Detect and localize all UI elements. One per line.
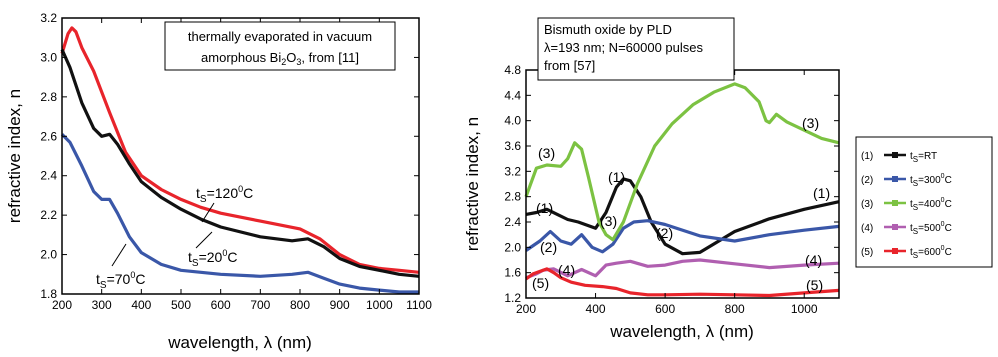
legend-number: (4) [861,223,873,234]
y-tick-label: 1.8 [40,287,57,301]
series-line-2 [525,219,840,254]
y-tick-label: 2.6 [40,129,57,143]
legend-label: tS=4000C [910,197,952,212]
legend-number: (1) [861,151,873,162]
curve-label: (1) [608,169,625,185]
x-tick-label: 600 [211,298,231,312]
y-tick-label: 1.6 [504,266,521,280]
series-line-3 [524,82,840,242]
y-tick-label: 3.2 [504,164,521,178]
left-y-axis-label: refractive index, n [5,89,24,223]
left-note-box [164,21,396,71]
curve-label: (4) [558,262,575,278]
x-tick-label: 800 [290,298,310,312]
right-y-axis-label: refractive index, n [463,117,482,251]
y-tick-label: 4.8 [504,63,521,77]
right-note-line3: from [57] [544,58,595,73]
right-x-axis-label: wavelength, λ (nm) [609,322,754,341]
legend-number: (3) [861,199,873,210]
label-t70: tS=700C [96,270,145,291]
legend-label: tS=3000C [910,173,952,188]
legend-label: tS=6000C [910,245,952,260]
series-line-3 [60,133,419,294]
y-tick-label: 4.4 [504,88,521,102]
arrow-t120 [201,202,215,223]
x-tick-label: 1000 [791,302,818,316]
curve-label: (1) [536,200,553,216]
x-tick-label: 800 [725,302,745,316]
x-tick-label: 700 [250,298,270,312]
curve-label: (4) [805,252,822,268]
legend-marker [892,152,898,158]
curve-label: (3) [600,213,617,229]
x-tick-label: 200 [516,302,536,316]
series-line-2 [60,48,420,278]
x-tick-label: 1100 [406,298,432,312]
right-note-line2: λ=193 nm; N=60000 pulses [544,40,703,55]
curve-label: (5) [532,275,549,291]
legend-marker [892,224,898,230]
left-note-line1: thermally evaporated in vacuum [188,29,372,44]
y-tick-label: 3.2 [40,11,57,25]
x-tick-label: 500 [171,298,191,312]
legend-box [855,136,993,268]
right-note-box [537,17,735,81]
y-tick-label: 2.4 [40,169,57,183]
right-note-line1: Bismuth oxide by PLD [544,22,672,37]
label-t20: tS=200C [188,248,237,269]
x-tick-label: 600 [655,302,675,316]
arrow-t70 [111,243,127,267]
legend-label: tS=RT [910,151,937,164]
curve-label: (3) [538,145,555,161]
y-tick-label: 2.8 [40,90,57,104]
legend-marker [892,248,898,254]
series-line-1 [60,26,420,274]
y-tick-label: 1.2 [504,291,521,305]
y-tick-label: 2.0 [504,240,521,254]
legend: (1) tS=RT (2) tS=3000C (3) tS=4000C (4) tS=5000… [861,151,952,260]
x-tick-label: 400 [131,298,151,312]
y-tick-label: 2.2 [40,208,57,222]
left-series-group [60,26,420,294]
curve-label: (2) [656,225,673,241]
y-tick-label: 2.0 [40,248,57,262]
left-plot-frame [61,17,420,295]
y-tick-label: 3.0 [40,50,57,64]
legend-number: (5) [861,247,873,258]
y-tick-label: 3.6 [504,139,521,153]
right-series-group [524,82,840,298]
left-x-axis-label: wavelength, λ (nm) [167,333,312,352]
x-tick-label: 300 [92,298,112,312]
series-line-5 [525,267,840,298]
y-tick-label: 2.8 [504,190,521,204]
legend-label: tS=5000C [910,221,952,236]
right-chart: 200 400 600 800 1000 1.2 1.6 2.0 2.4 2.8 3.2 3.6 4.0… [463,17,993,341]
x-tick-label: 900 [330,298,350,312]
curve-label: (2) [540,239,557,255]
legend-marker [892,176,898,182]
right-curve-labels: (1) (1) (1) (2) (2) (3) (3) (3) (4) (4) (5) (5) [532,115,830,293]
left-note-line2: amorphous Bi2O3, from [11] [201,50,359,67]
left-ticks: 200 300 400 500 600 700 800 900 1000 1100 1.8 2.0 2.… [40,11,432,312]
series-line-1 [525,177,840,256]
y-tick-label: 4.0 [504,114,521,128]
left-chart: 200 300 400 500 600 700 800 900 1000 1100 1.8 2.0 2.… [5,11,432,352]
x-tick-label: 200 [52,298,72,312]
x-tick-label: 400 [586,302,606,316]
legend-number: (2) [861,175,873,186]
y-tick-label: 2.4 [504,215,521,229]
right-ticks: 200 400 600 800 1000 1.2 1.6 2.0 2.4 2.8 3.2 3.6 4.0… [504,63,839,316]
curve-label: (5) [806,277,823,293]
curve-label: (1) [813,185,830,201]
legend-marker [892,200,898,206]
series-line-4 [525,258,840,280]
curve-label: (3) [802,115,819,131]
label-t120: tS=1200C [196,184,253,205]
x-tick-label: 1000 [366,298,393,312]
arrow-t20 [195,231,213,249]
